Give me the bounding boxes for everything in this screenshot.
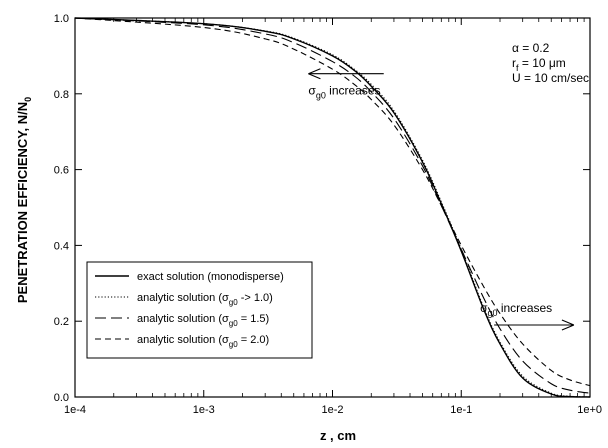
y-axis-label: PENETRATION EFFICIENCY, N/N0 <box>15 97 33 303</box>
y-axis-label-main: PENETRATION EFFICIENCY, N/N <box>15 102 30 303</box>
legend-entry: analytic solution (σg0 = 2.0) <box>137 334 269 349</box>
y-axis-label-subscript: 0 <box>23 97 33 102</box>
series-layer <box>74 17 591 398</box>
y-tick-label: 0.6 <box>54 165 69 177</box>
annotation-label: σg0 increases <box>480 301 552 318</box>
legend-entry: analytic solution (σg0 = 1.5) <box>137 313 269 328</box>
x-tick-label: 1e-1 <box>450 404 472 416</box>
legend-entry-text-after: -> 1.0) <box>238 292 273 304</box>
x-tick-label: 1e+0 <box>577 404 602 416</box>
parameter-label: rf = 10 μm <box>512 56 566 73</box>
legend-entry-text: analytic solution (σ <box>137 313 229 325</box>
annotation-arrow-head <box>561 319 575 331</box>
parameter-label-text: U = 10 cm/sec <box>512 71 589 85</box>
annotation-label: σg0 increases <box>308 84 380 101</box>
annotation-label-subscript: g0 <box>487 308 497 318</box>
y-tick-label: 0.8 <box>54 89 69 101</box>
legend: exact solution (monodisperse) analytic so… <box>86 261 313 359</box>
parameter-label: α = 0.2 <box>512 41 550 55</box>
legend-entry-subscript: g0 <box>229 298 238 307</box>
legend-entry-subscript: g0 <box>229 319 238 328</box>
x-tick-label: 1e-4 <box>64 404 86 416</box>
x-tick-label: 1e-2 <box>321 404 343 416</box>
parameter-label-text: α = 0.2 <box>512 41 550 55</box>
legend-entry: analytic solution (σg0 -> 1.0) <box>137 292 273 307</box>
legend-entry: exact solution (monodisperse) <box>137 271 284 283</box>
legend-entry-text: analytic solution (σ <box>137 334 229 346</box>
parameters-block: α = 0.2rf = 10 μmU = 10 cm/sec <box>512 41 589 85</box>
legend-entry-text: analytic solution (σ <box>137 292 229 304</box>
annotation-label-subscript: g0 <box>316 91 326 101</box>
x-tick-label: 1e-3 <box>193 404 215 416</box>
legend-entry-subscript: g0 <box>229 340 238 349</box>
series-line-3 <box>74 17 591 394</box>
annotation-label-text-after: increases <box>326 84 381 98</box>
legend-entry-text-after: = 2.0) <box>238 334 270 346</box>
series-line-1 <box>74 17 591 398</box>
parameter-label-subscript: f <box>516 63 519 73</box>
legend-entry-text: exact solution (monodisperse) <box>137 271 284 283</box>
y-tick-label: 0.4 <box>54 240 69 252</box>
y-tick-label: 0.2 <box>54 316 69 328</box>
annotation-label-text-after: increases <box>497 301 552 315</box>
parameter-label: U = 10 cm/sec <box>512 71 589 85</box>
series-line-4 <box>74 17 591 387</box>
x-axis-label: z , cm <box>320 428 356 443</box>
parameter-label-text: r <box>512 56 516 70</box>
annotation-arrow-head <box>308 68 321 80</box>
parameter-label-text-after: = 10 μm <box>519 56 566 70</box>
series-line-2 <box>74 17 591 398</box>
legend-box <box>86 261 313 359</box>
legend-entry-text-after: = 1.5) <box>238 313 270 325</box>
y-tick-label: 1.0 <box>54 13 69 25</box>
annotation-label-text: σ <box>480 301 488 315</box>
y-tick-label: 0.0 <box>54 392 69 404</box>
annotation-label-text: σ <box>308 84 316 98</box>
